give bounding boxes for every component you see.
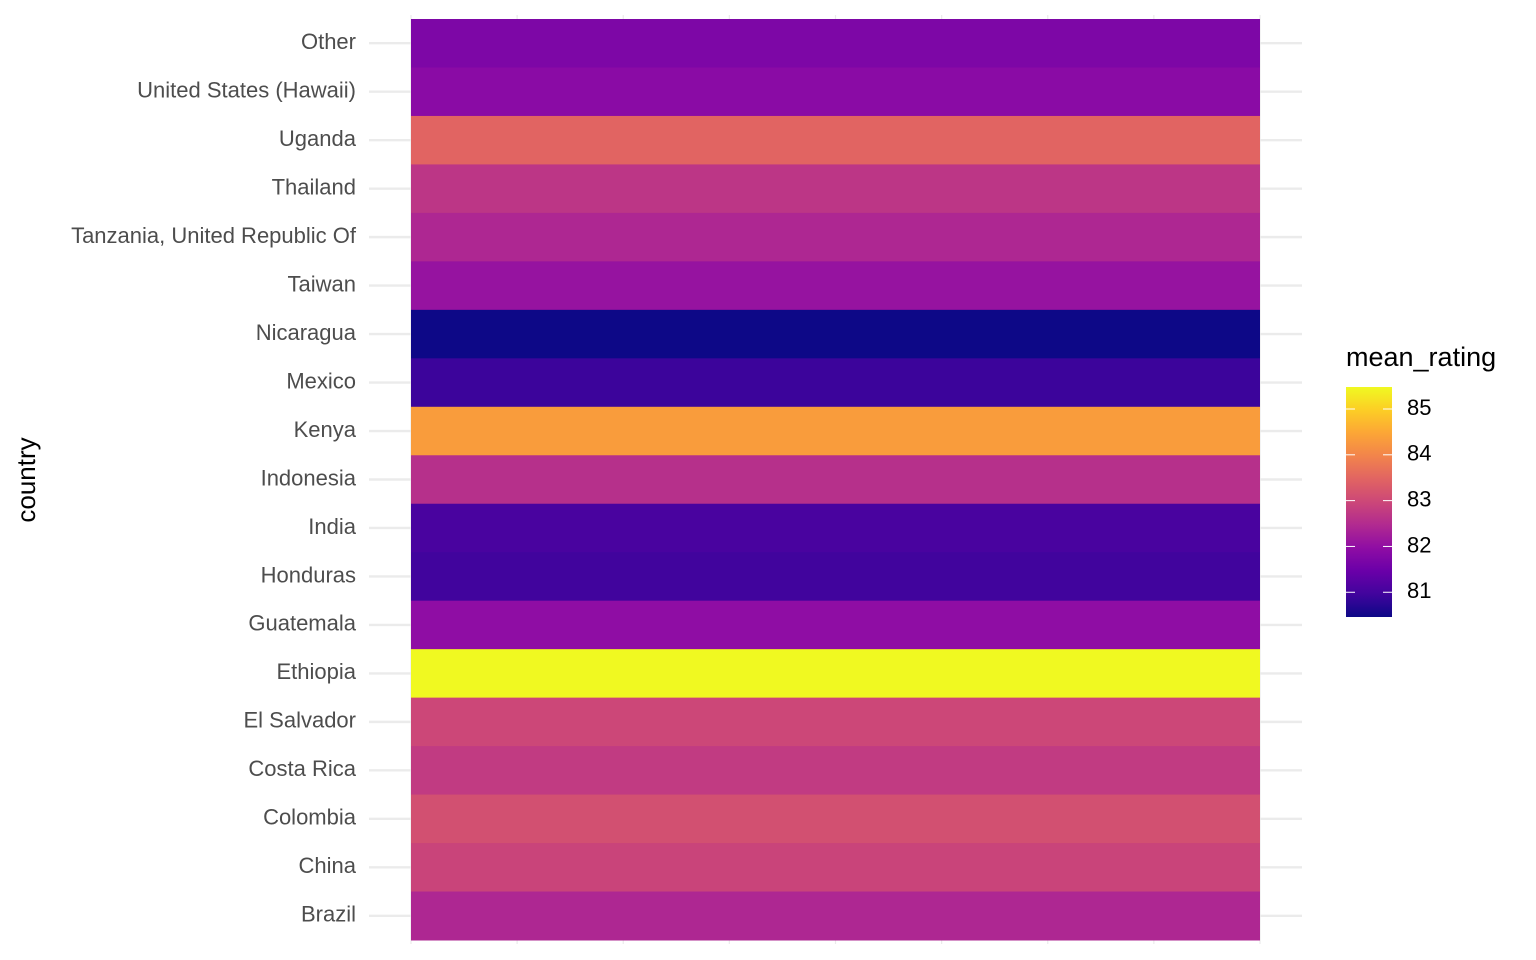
y-tick-label: Other	[301, 29, 356, 54]
tile	[411, 19, 1260, 68]
tile	[411, 746, 1260, 796]
tile	[411, 794, 1260, 844]
y-tick-label: Ethiopia	[276, 659, 356, 684]
y-tick-label: Tanzania, United Republic Of	[71, 223, 357, 248]
tile	[411, 115, 1260, 165]
tile	[411, 503, 1260, 553]
tile	[411, 164, 1260, 214]
tile	[411, 358, 1260, 408]
y-tick-label: Thailand	[272, 174, 356, 199]
tile	[411, 843, 1260, 893]
y-tick-label: China	[299, 853, 357, 878]
y-tick-label: Guatemala	[248, 611, 356, 636]
y-tick-label: Brazil	[301, 902, 356, 927]
tile	[411, 406, 1260, 456]
legend-title: mean_rating	[1346, 342, 1496, 372]
tile	[411, 455, 1260, 505]
y-tick-label: United States (Hawaii)	[137, 78, 356, 103]
tile	[411, 67, 1260, 117]
colorbar-tick-label: 82	[1407, 532, 1431, 557]
colorbar	[1346, 387, 1392, 617]
tile	[411, 891, 1260, 941]
y-tick-label: Taiwan	[288, 271, 356, 296]
tile	[411, 309, 1260, 359]
tile	[411, 649, 1260, 699]
y-tick-label: Costa Rica	[248, 756, 356, 781]
colorbar-tick-label: 84	[1407, 441, 1431, 466]
y-tick-label: Uganda	[279, 126, 357, 151]
y-tick-label: Indonesia	[261, 465, 357, 490]
y-axis-label: country	[11, 437, 41, 522]
tile	[411, 552, 1260, 602]
y-tick-label: Kenya	[294, 417, 357, 442]
tile	[411, 261, 1260, 311]
y-tick-label: Colombia	[263, 805, 357, 830]
y-tick-label: Nicaragua	[256, 320, 357, 345]
y-tick-label: El Salvador	[243, 708, 356, 733]
tile	[411, 697, 1260, 747]
colorbar-tick-label: 83	[1407, 486, 1431, 511]
tile	[411, 600, 1260, 650]
colorbar-tick-label: 81	[1407, 578, 1431, 603]
y-tick-label: Honduras	[261, 562, 356, 587]
tile	[411, 212, 1260, 262]
y-tick-label: India	[308, 514, 356, 539]
y-tick-label: Mexico	[286, 368, 356, 393]
colorbar-tick-label: 85	[1407, 395, 1431, 420]
